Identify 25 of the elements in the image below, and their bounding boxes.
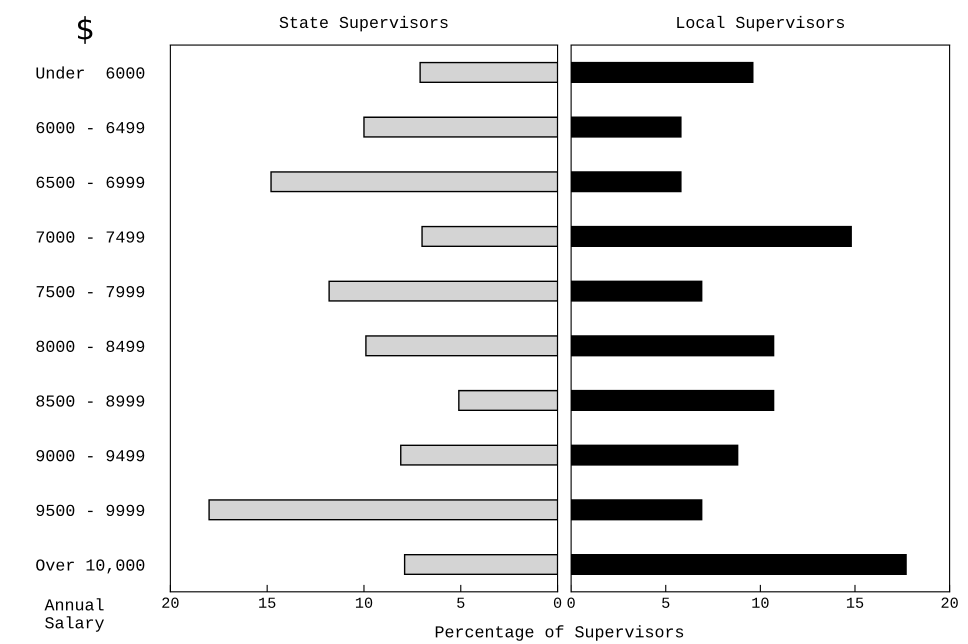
x-axis-title: Percentage of Supervisors	[436, 625, 684, 641]
x-tick-label: 10	[356, 598, 372, 608]
y-tick-label: 6500 - 6999	[36, 176, 144, 188]
x-tick-label: 5	[457, 598, 464, 608]
x-tick-label: 15	[259, 598, 276, 608]
y-tick-label: 7000 - 7499	[36, 231, 144, 243]
chart-title: State Supervisors	[280, 16, 448, 32]
y-tick-label: 9000 - 9499	[36, 450, 144, 462]
x-tick-label: 20	[942, 598, 958, 608]
chart-title: Local Supervisors	[677, 16, 844, 32]
x-tick-label: 15	[846, 598, 864, 608]
y-tick-label: 9500 - 9999	[36, 504, 144, 516]
x-tick-label: 5	[662, 598, 670, 608]
y-tick-label: Over 10,000	[36, 559, 144, 574]
y-tick-label: 7500 - 7999	[36, 286, 144, 298]
y-tick-label: 8000 - 8499	[36, 340, 144, 352]
y-tick-label: 6000 - 6499	[36, 122, 144, 134]
x-tick-label: 0	[567, 598, 575, 608]
x-tick-label: 10	[752, 598, 769, 608]
text: Annual Salary	[44, 598, 104, 632]
x-tick-label: 20	[162, 598, 179, 608]
y-tick-label: 8500 - 8999	[36, 395, 144, 407]
x-tick-label: 0	[554, 598, 562, 608]
text: $	[78, 16, 92, 44]
y-tick-label: Under 6000	[36, 66, 144, 79]
